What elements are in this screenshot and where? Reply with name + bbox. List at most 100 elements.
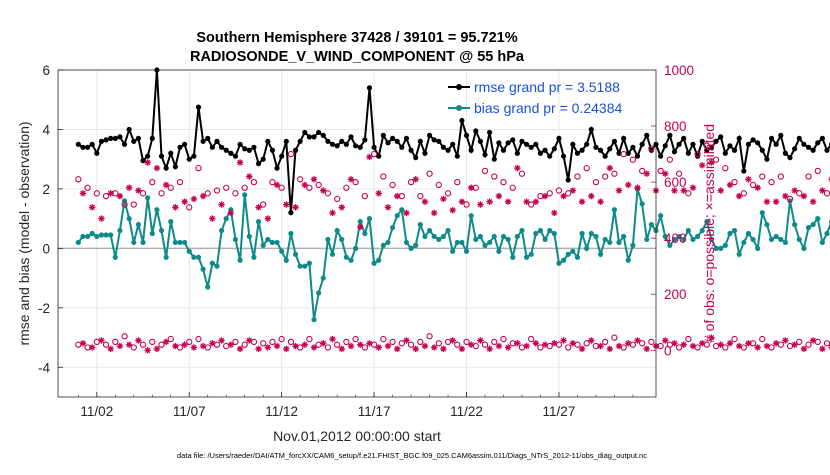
data-point <box>579 230 585 237</box>
assimilated-marker <box>819 345 826 353</box>
assimilated-marker <box>551 209 558 217</box>
asterisk-stroke <box>671 187 678 194</box>
asterisk-stroke <box>708 159 715 166</box>
data-point <box>89 141 95 147</box>
data-point <box>205 135 211 141</box>
asterisk-stroke <box>107 190 114 197</box>
asterisk-stroke <box>542 341 548 348</box>
possible-marker <box>343 184 350 191</box>
asterisk-stroke <box>459 199 465 205</box>
data-point <box>514 233 520 240</box>
assimilated-marker <box>412 176 419 183</box>
data-point <box>223 147 229 153</box>
asterisk-stroke <box>228 210 234 216</box>
data-point <box>218 227 225 234</box>
assimilated-marker <box>421 342 429 350</box>
possible-marker <box>324 190 332 197</box>
data-point <box>306 260 313 266</box>
data-point <box>736 135 742 141</box>
data-point <box>588 230 594 237</box>
possible-marker <box>250 178 258 186</box>
data-point <box>505 236 511 243</box>
data-point <box>648 147 654 153</box>
data-point <box>459 117 465 124</box>
data-point <box>325 138 331 144</box>
data-point <box>639 201 645 207</box>
possible-marker <box>435 340 442 347</box>
assimilated-marker <box>523 342 530 350</box>
data-point <box>422 233 428 240</box>
asterisk-stroke <box>348 176 354 183</box>
asterisk-stroke <box>514 340 521 346</box>
asterisk-stroke <box>616 187 622 194</box>
assimilated-marker <box>708 334 715 341</box>
possible-marker <box>703 142 710 149</box>
data-point <box>542 147 548 153</box>
data-point <box>168 150 174 156</box>
assimilated-marker <box>283 345 290 353</box>
assimilated-marker <box>458 198 466 205</box>
possible-marker <box>611 170 618 177</box>
possible-marker <box>389 181 396 189</box>
data-point <box>630 144 636 150</box>
data-point <box>459 239 465 246</box>
assimilated-marker <box>209 340 216 347</box>
data-point <box>242 192 248 198</box>
data-point <box>519 138 525 144</box>
assimilated-marker <box>181 341 188 348</box>
data-point <box>505 140 511 146</box>
data-point <box>140 239 146 246</box>
data-point <box>297 138 303 144</box>
data-point <box>634 153 641 159</box>
possible-marker <box>195 164 202 172</box>
data-point <box>283 138 289 144</box>
data-point <box>755 245 761 251</box>
assimilated-marker <box>320 340 327 347</box>
data-point <box>135 135 142 141</box>
possible-marker <box>823 190 830 197</box>
asterisk-stroke <box>514 165 521 171</box>
data-point <box>755 140 761 146</box>
asterisk-stroke <box>200 343 206 349</box>
possible-marker <box>260 340 267 347</box>
assimilated-marker <box>366 153 373 161</box>
y-axis-label-right: # of obs: o=possible; ×=assimilated <box>701 124 717 343</box>
assimilated-marker <box>329 335 336 343</box>
data-point <box>172 164 178 170</box>
asterisk-stroke <box>172 204 179 211</box>
possible-marker <box>675 170 683 177</box>
data-point <box>191 254 197 260</box>
assimilated-marker <box>440 345 447 353</box>
asterisk-stroke <box>191 196 197 202</box>
data-point <box>376 153 382 159</box>
series-bias <box>75 186 830 323</box>
assimilated-marker <box>504 344 512 351</box>
asterisk-stroke <box>754 185 761 191</box>
assimilated-marker <box>680 187 687 194</box>
data-point <box>279 153 285 159</box>
data-point <box>329 251 336 257</box>
assimilated-marker <box>440 195 447 203</box>
assimilated-marker <box>671 187 678 194</box>
asterisk-stroke <box>163 182 169 188</box>
data-point <box>718 245 724 251</box>
assimilated-marker <box>347 176 355 183</box>
asterisk-stroke <box>80 340 86 346</box>
data-point <box>792 146 798 152</box>
asterisk-stroke <box>246 337 253 344</box>
data-point <box>648 221 654 228</box>
assimilated-marker <box>88 204 96 211</box>
possible-marker <box>657 167 664 175</box>
data-point <box>611 207 618 213</box>
data-point <box>334 227 340 234</box>
possible-marker <box>731 178 738 186</box>
assimilated-marker <box>634 184 641 191</box>
data-point <box>214 138 220 144</box>
data-point <box>658 153 664 159</box>
assimilated-marker <box>366 340 373 347</box>
possible-marker <box>712 156 720 163</box>
assimilated-marker <box>125 341 133 348</box>
assimilated-marker <box>763 198 771 205</box>
data-point <box>371 260 377 266</box>
assimilated-marker <box>227 209 235 217</box>
